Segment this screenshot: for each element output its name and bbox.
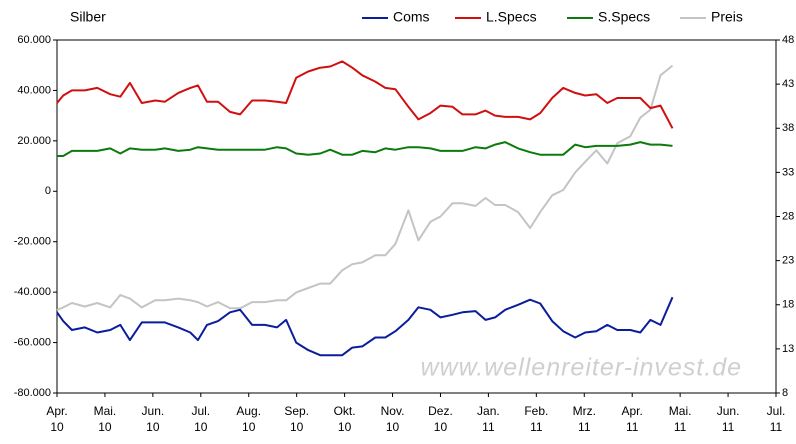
- plot-frame: [56, 39, 777, 394]
- x-tick-label: Jul. 11: [766, 404, 786, 434]
- y2-tick-label: 43: [782, 78, 794, 90]
- x-tick-label: Jul. 10: [191, 404, 211, 434]
- legend-label: Preis: [711, 9, 743, 25]
- y2-tick-label: 38: [782, 122, 794, 134]
- x-tick-label: Sep. 10: [284, 404, 309, 434]
- x-tick-label: Jun. 11: [716, 404, 740, 434]
- series-line: [56, 296, 674, 357]
- y2-tick-label: 23: [782, 255, 794, 267]
- chart-title: Silber: [70, 9, 106, 25]
- x-tick-label: Dez. 10: [428, 404, 453, 434]
- y-tick-label: 40.000: [17, 84, 51, 96]
- y2-tick-label: 33: [782, 166, 794, 178]
- y-tick-label: -80.000: [14, 387, 51, 399]
- y-tick-label: 0: [45, 185, 51, 197]
- y2-tick-label: 8: [782, 387, 788, 399]
- y2-tick-label: 28: [782, 210, 794, 222]
- legend-label: Coms: [393, 9, 430, 25]
- x-tick-label: Nov. 10: [380, 404, 405, 434]
- series-line: [56, 60, 674, 129]
- watermark: www.wellenreiter-invest.de: [421, 354, 743, 382]
- legend-label: L.Specs: [486, 9, 537, 25]
- y2-tick-label: 48: [782, 34, 794, 46]
- x-tick-label: Mrz. 11: [572, 404, 596, 434]
- x-tick-label: Jun. 10: [141, 404, 165, 434]
- x-tick-label: Apr. 10: [46, 404, 68, 434]
- y-tick-label: 60.000: [17, 34, 51, 46]
- y2-tick-label: 18: [782, 299, 794, 311]
- x-tick-label: Apr. 11: [621, 404, 643, 434]
- legend-label: S.Specs: [598, 9, 650, 25]
- series-line: [56, 64, 674, 311]
- x-tick-label: Mai. 10: [93, 404, 117, 434]
- x-tick-label: Okt. 10: [333, 404, 356, 434]
- y-tick-label: -60.000: [14, 336, 51, 348]
- x-tick-label: Mai. 11: [668, 404, 692, 434]
- y2-tick-label: 13: [782, 343, 794, 355]
- x-tick-label: Aug. 10: [236, 404, 262, 434]
- x-tick-label: Feb. 11: [524, 404, 549, 434]
- series-line: [57, 141, 673, 157]
- y-tick-label: -40.000: [14, 286, 51, 298]
- y-tick-label: 20.000: [17, 135, 51, 147]
- x-tick-label: Jan. 11: [477, 404, 500, 434]
- y-tick-label: -20.000: [14, 236, 51, 248]
